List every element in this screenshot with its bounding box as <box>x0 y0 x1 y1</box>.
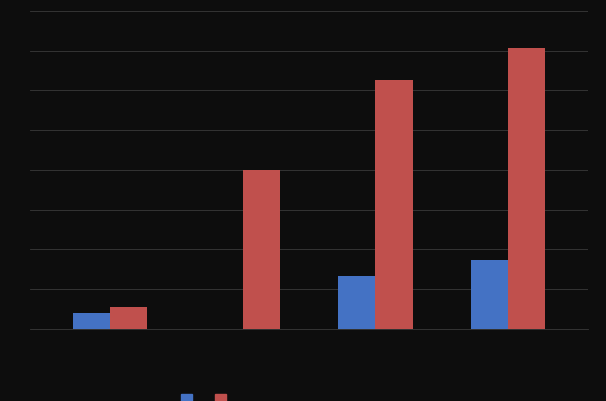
Bar <box>73 313 110 329</box>
Bar <box>376 81 413 329</box>
Bar <box>110 308 147 329</box>
Bar <box>338 276 376 329</box>
Bar <box>508 49 545 329</box>
Legend: , : , <box>176 388 241 401</box>
Bar <box>242 170 280 329</box>
Bar <box>471 260 508 329</box>
